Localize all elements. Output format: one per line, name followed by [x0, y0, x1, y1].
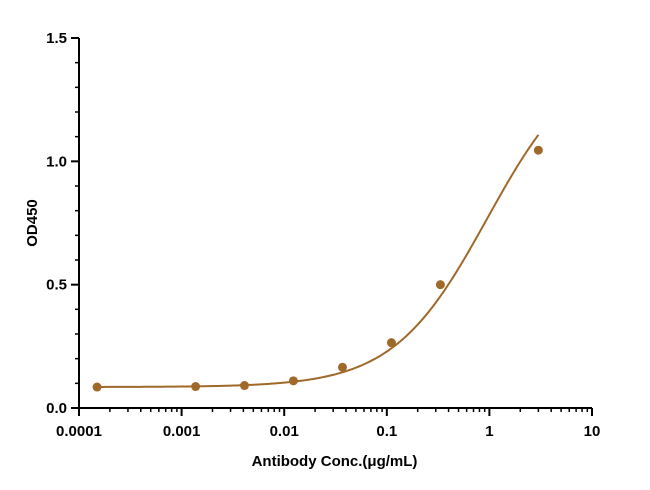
x-tick-label: 0.0001: [56, 423, 102, 440]
fit-curve-layer: [97, 134, 540, 388]
x-tick-label: 1: [485, 423, 493, 440]
data-point: [533, 145, 543, 155]
x-tick-label: 0.1: [376, 423, 397, 440]
y-axis-title: OD450: [24, 199, 41, 247]
data-points-layer: [92, 145, 543, 392]
x-ticks: 0.0001 0.001 0.01 0.1 1 10: [56, 408, 600, 440]
data-point: [435, 280, 445, 290]
y-tick-label: 1.0: [46, 153, 67, 170]
data-point: [386, 338, 396, 348]
x-tick-label: 0.001: [163, 423, 201, 440]
fit-curve: [97, 134, 540, 388]
axes: [78, 38, 592, 409]
y-tick-label: 1.5: [46, 30, 67, 47]
x-axis-title: Antibody Conc.(μg/mL): [252, 453, 418, 470]
data-point: [92, 382, 102, 392]
y-tick-label: 0.5: [46, 277, 67, 294]
y-ticks: 0.0 0.5 1.0 1.5: [46, 30, 79, 417]
x-tick-label: 10: [584, 423, 601, 440]
data-point: [337, 362, 347, 372]
data-point: [288, 376, 298, 386]
y-tick-label: 0.0: [46, 400, 67, 417]
data-point: [239, 381, 249, 391]
data-point: [191, 382, 201, 392]
x-tick-label: 0.01: [270, 423, 299, 440]
